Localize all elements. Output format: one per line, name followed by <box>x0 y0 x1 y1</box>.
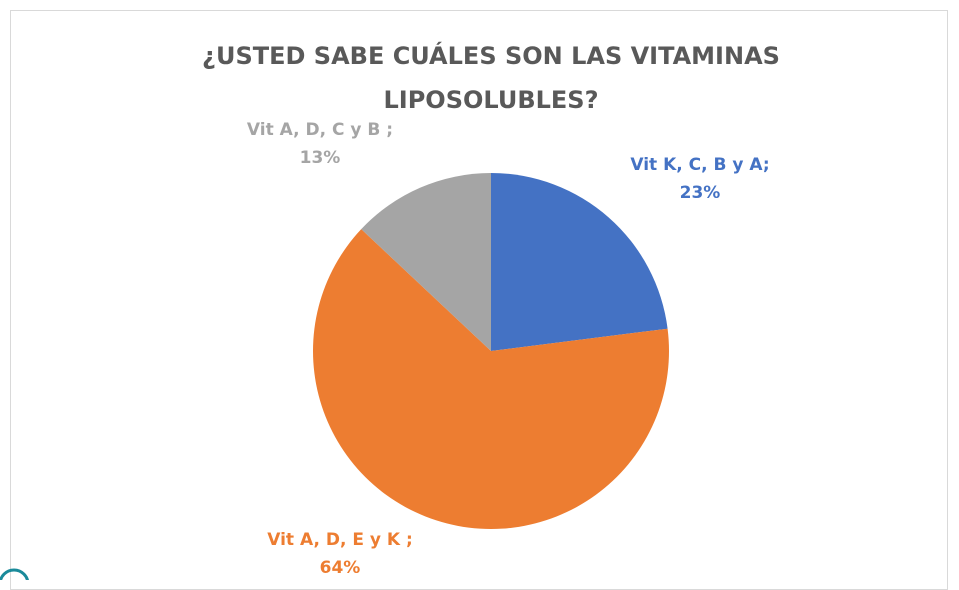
slice-label-value: 13% <box>300 148 341 168</box>
corner-icon <box>0 568 29 580</box>
slice-label-name: Vit A, D, C y B ; <box>247 120 393 140</box>
chart-title: ¿USTED SABE CUÁLES SON LAS VITAMINAS LIP… <box>202 42 780 114</box>
pie-slice <box>491 173 668 351</box>
slice-label-name: Vit A, D, E y K ; <box>267 530 413 550</box>
pie-slice <box>312 229 670 529</box>
slice-label-value: 23% <box>680 183 721 203</box>
slice-label-value: 64% <box>320 558 361 578</box>
pie-slice <box>361 173 491 351</box>
slice-label-name: Vit K, C, B y A; <box>630 155 769 175</box>
